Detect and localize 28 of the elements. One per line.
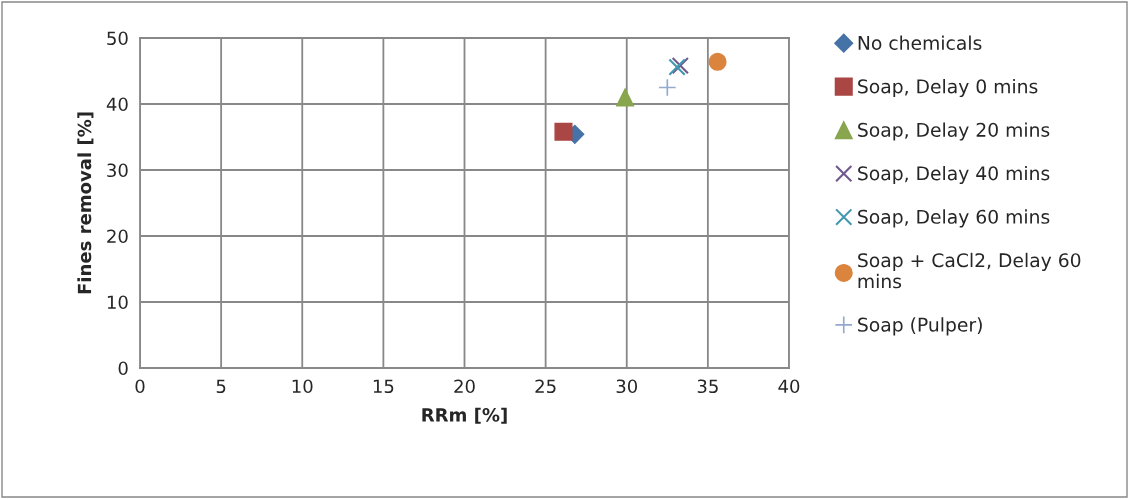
y-tick-label: 40 <box>106 97 128 112</box>
y-tick-label: 30 <box>107 163 128 178</box>
x-tick-label: 35 <box>697 379 718 394</box>
x-tick-label: 15 <box>373 379 394 394</box>
point <box>708 52 727 71</box>
x-tick-label: 10 <box>292 379 313 394</box>
point <box>658 78 677 97</box>
x-tick-label: 5 <box>216 379 226 394</box>
x-tick-label: 25 <box>535 379 556 394</box>
legend-label: Soap + CaCl2, Delay 60 mins <box>858 252 1081 289</box>
x-tick-label: 20 <box>454 379 475 394</box>
point <box>554 122 573 141</box>
legend-label: Soap, Delay 40 mins <box>858 165 1050 185</box>
y-axis-title: Fines removal [%] <box>77 112 94 294</box>
x-tick-label: 30 <box>616 379 638 394</box>
y-tick-label: 0 <box>118 361 128 376</box>
legend-label: Soap (Pulper) <box>858 317 982 336</box>
legend-label: No chemicals <box>858 35 982 51</box>
legend-label: Soap, Delay 60 mins <box>858 209 1050 228</box>
y-tick-label: 10 <box>107 295 128 310</box>
y-tick-label: 20 <box>107 229 128 244</box>
x-tick-label: 40 <box>778 379 800 394</box>
point <box>616 88 635 107</box>
x-tick-label: 0 <box>135 379 145 394</box>
x-axis-title: RRm [%] <box>422 407 507 424</box>
legend-label: Soap, Delay 20 mins <box>858 122 1050 141</box>
legend-label: Soap, Delay 0 mins <box>858 78 1038 98</box>
y-tick-label: 50 <box>107 31 128 46</box>
